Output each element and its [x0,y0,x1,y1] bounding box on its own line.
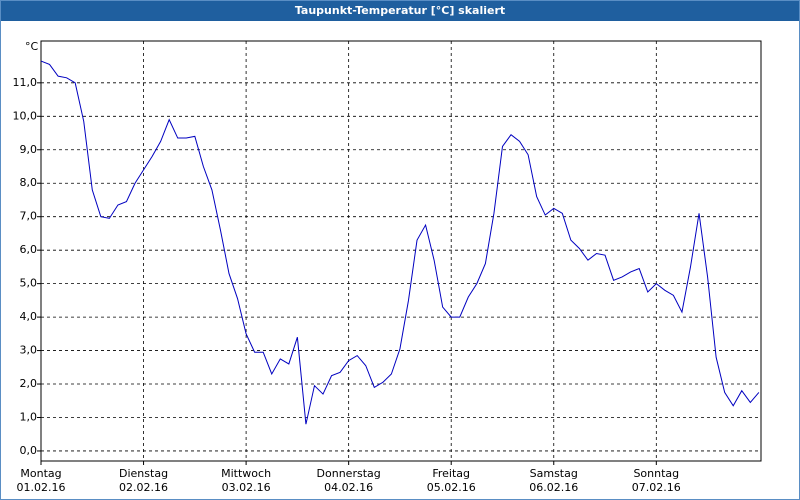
x-tick-label: Mittwoch 03.02.16 [221,467,272,494]
y-unit: °C [25,40,39,53]
y-tick-label: 9,0 [20,143,38,156]
data-line [40,60,760,425]
y-tick-label: 6,0 [20,243,38,256]
plot-frame [40,40,762,462]
x-tick-label: Dienstag 02.02.16 [119,467,169,494]
x-tick-label: Samstag 06.02.16 [529,467,579,494]
y-tick-label: 3,0 [20,344,38,357]
x-tick-label: Freitag 05.02.16 [426,467,476,494]
x-tick-label: Montag 01.02.16 [16,467,66,494]
title-bar: Taupunkt-Temperatur [°C] skaliert [1,1,799,21]
y-tick-label: 11,0 [13,76,38,89]
y-tick-label: 8,0 [20,176,38,189]
x-tick-label: Donnerstag 04.02.16 [316,467,381,494]
y-tick-label: 0,0 [20,444,38,457]
y-tick-label: 2,0 [20,377,38,390]
y-tick-label: 7,0 [20,210,38,223]
x-tick-label: Sonntag 07.02.16 [631,467,681,494]
y-tick-label: 1,0 [20,410,38,423]
plot-area [41,41,761,461]
y-tick-label: 4,0 [20,310,38,323]
y-tick-label: 10,0 [13,109,38,122]
y-tick-label: 5,0 [20,277,38,290]
